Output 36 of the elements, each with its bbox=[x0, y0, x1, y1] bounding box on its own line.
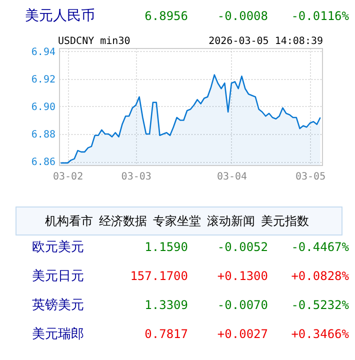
text: 美元瑞郎 bbox=[32, 326, 84, 342]
text: 机构看市 bbox=[45, 214, 93, 228]
x-tick-label: 03-03 bbox=[121, 172, 152, 182]
text: 157.1700 bbox=[130, 269, 188, 283]
text: +0.1300 bbox=[217, 269, 268, 283]
text: -0.0052 bbox=[217, 240, 268, 254]
text: -0.4467% bbox=[291, 240, 350, 254]
text: 1.3309 bbox=[144, 298, 188, 312]
text: -0.0116% bbox=[291, 9, 350, 23]
text: +0.0828% bbox=[291, 269, 350, 283]
y-tick-label: 6.86 bbox=[31, 157, 56, 168]
text: 英镑美元 bbox=[32, 297, 84, 313]
x-tick-label: 03-05 bbox=[295, 172, 326, 182]
chart-title: 美元人民币 bbox=[25, 8, 95, 24]
text: 1.1590 bbox=[144, 240, 188, 254]
y-tick-label: 6.94 bbox=[31, 46, 56, 58]
text: -0.5232% bbox=[291, 298, 350, 312]
y-tick-label: 6.92 bbox=[31, 74, 56, 86]
text: +0.3466% bbox=[291, 327, 350, 341]
x-tick-label: 03-02 bbox=[52, 172, 84, 182]
y-tick-label: 6.90 bbox=[31, 102, 56, 113]
text: 美元日元 bbox=[32, 268, 84, 284]
x-tick-label: 03-04 bbox=[216, 172, 248, 182]
y-tick-label: 6.88 bbox=[31, 130, 56, 141]
text: 滚动新闻 bbox=[207, 214, 255, 228]
text: 2026-03-05 14:08:39 bbox=[208, 36, 323, 47]
text: 经济数据 bbox=[99, 214, 147, 228]
text: 欧元美元 bbox=[32, 239, 84, 255]
text: 专家坐堂 bbox=[153, 214, 201, 228]
text: -0.0008 bbox=[217, 9, 268, 23]
text: +0.0027 bbox=[217, 327, 268, 341]
text: 6.8956 bbox=[144, 9, 188, 23]
text: 美元指数 bbox=[261, 214, 309, 228]
text: USDCNY min30 bbox=[58, 36, 130, 47]
text: -0.0070 bbox=[217, 298, 268, 312]
text: 0.7817 bbox=[144, 327, 188, 341]
